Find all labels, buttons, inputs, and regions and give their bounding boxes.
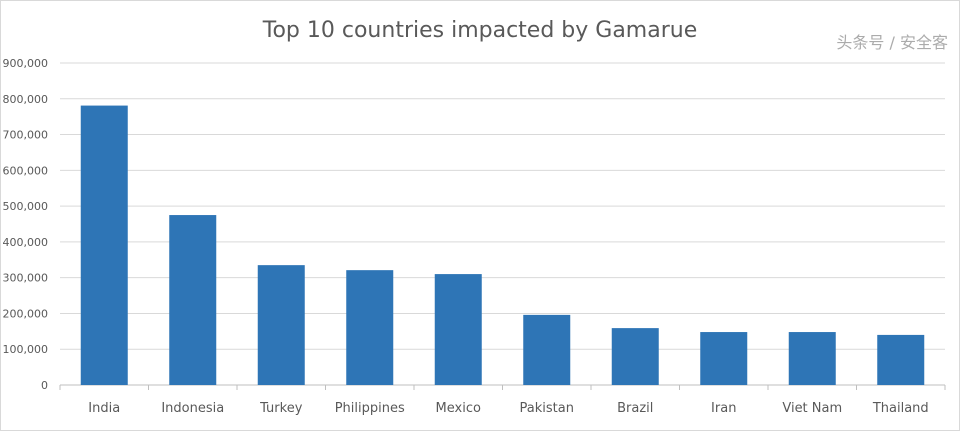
bar-turkey xyxy=(257,265,305,385)
x-tick-label: Turkey xyxy=(259,401,303,416)
y-tick-label: 800,000 xyxy=(3,93,49,106)
bar-pakistan xyxy=(523,314,571,385)
bar-india xyxy=(80,105,128,385)
y-tick-label: 700,000 xyxy=(3,129,49,142)
y-tick-label: 900,000 xyxy=(3,57,49,70)
y-tick-label: 500,000 xyxy=(3,200,49,213)
x-tick-label: Thailand xyxy=(872,401,929,416)
x-tick-label: Pakistan xyxy=(520,401,574,416)
bar-viet-nam xyxy=(788,332,836,385)
x-tick-label: Mexico xyxy=(436,401,481,416)
x-tick-label: Viet Nam xyxy=(782,401,842,416)
y-tick-label: 300,000 xyxy=(3,272,49,285)
x-tick-label: India xyxy=(88,401,120,416)
bar-iran xyxy=(700,332,748,385)
y-tick-label: 400,000 xyxy=(3,236,49,249)
watermark: 头条号 / 安全客 xyxy=(836,33,948,52)
bar-indonesia xyxy=(169,215,217,385)
bar-mexico xyxy=(434,274,482,385)
y-tick-label: 0 xyxy=(41,379,48,392)
chart-title: Top 10 countries impacted by Gamarue xyxy=(262,18,698,43)
x-tick-label: Indonesia xyxy=(161,401,224,416)
y-tick-label: 600,000 xyxy=(3,164,49,177)
y-tick-label: 200,000 xyxy=(3,307,49,320)
x-tick-label: Iran xyxy=(711,401,736,416)
bar-thailand xyxy=(877,334,925,385)
x-tick-label: Brazil xyxy=(617,401,653,416)
x-tick-label: Philippines xyxy=(335,401,405,416)
bar-philippines xyxy=(346,270,394,385)
y-tick-label: 100,000 xyxy=(3,343,49,356)
bar-brazil xyxy=(611,328,659,385)
